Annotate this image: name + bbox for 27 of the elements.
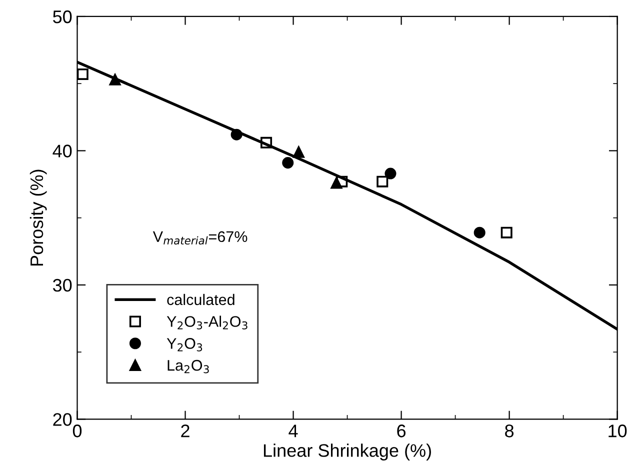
point: [109, 74, 121, 86]
point: [376, 176, 388, 188]
y-tick-label: 30: [52, 278, 72, 292]
x-tick-label: 6: [397, 424, 406, 438]
point: [77, 68, 88, 80]
point: [230, 128, 242, 140]
x-tick-label: 4: [288, 424, 298, 438]
point: [384, 168, 396, 180]
legend-label: calculated: [167, 294, 234, 306]
x-tick-label: 8: [505, 424, 514, 438]
legend-label: La$_{2}$O$_{3}$: [168, 360, 209, 374]
point: [292, 146, 304, 158]
point: [474, 226, 486, 238]
legend-label: Y$_{2}$O$_{3}$-Al$_{2}$O$_{3}$: [166, 316, 248, 330]
x-tick-label: 2: [181, 424, 190, 438]
y-tick-label: 40: [52, 144, 72, 158]
point: [260, 136, 272, 148]
x-axis-title: Linear Shrinkage (%): [264, 444, 431, 460]
y-axis-title: Porosity (%): [30, 170, 47, 266]
point: [282, 157, 294, 169]
y-tick-label: 20: [53, 413, 72, 426]
y-tick-label: 50: [53, 10, 72, 24]
annotation: V$_{material}$=67%: [152, 231, 248, 245]
point: [500, 226, 512, 238]
legend-label: Y$_{2}$O$_{3}$: [166, 338, 202, 352]
x-tick-label: 0: [72, 424, 82, 438]
x-tick-label: 10: [608, 424, 627, 438]
